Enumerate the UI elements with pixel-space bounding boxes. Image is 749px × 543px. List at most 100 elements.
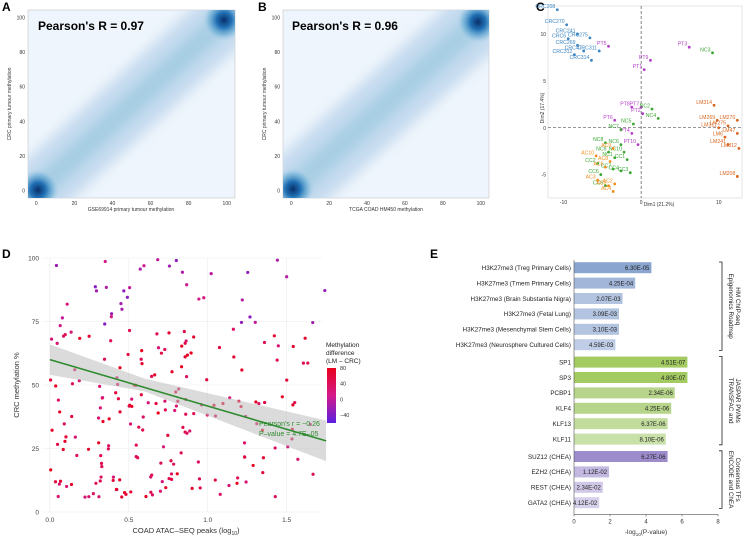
scatter-point <box>70 382 75 386</box>
scatter-point <box>139 393 143 397</box>
x-tick-label: 10 <box>716 200 722 206</box>
panel-a-ticks: 0 20 40 60 80 100 0 20 40 60 80 100 <box>17 16 231 207</box>
scatter-point <box>244 480 248 484</box>
scatter-point <box>196 460 200 464</box>
scatter-point <box>227 483 231 488</box>
bar-category-label: H3K27me3 (Brain Substantia Nigra) <box>471 296 571 303</box>
pca-point <box>555 8 559 12</box>
scatter-point <box>49 468 53 472</box>
scatter-point <box>69 482 74 487</box>
scatter-point <box>100 464 104 469</box>
scatter-point <box>163 347 167 352</box>
scatter-point <box>94 289 99 293</box>
scatter-point <box>183 341 187 345</box>
pca-point-label: NC9 <box>596 147 606 153</box>
scatter-point <box>155 332 159 336</box>
panel-b-xlabel: TCGA COAD HM450 methylation <box>349 207 423 213</box>
scatter-point <box>167 331 171 335</box>
pca-point <box>687 45 691 49</box>
y-tick-label: 50 <box>32 383 40 390</box>
scatter-point <box>173 408 177 413</box>
y-tick-label: 100 <box>28 256 39 263</box>
scatter-point <box>114 487 118 492</box>
pca-point <box>607 150 610 154</box>
y-tick-label: 10 <box>540 32 546 38</box>
group-bracket <box>719 450 723 509</box>
pca-point <box>735 131 739 135</box>
legend-title-3: (LM – CRC) <box>326 358 361 365</box>
scatter-point <box>65 484 69 489</box>
scatter-point <box>109 339 113 343</box>
panel-a-label: A <box>2 0 11 14</box>
pca-point-label: LM6 <box>713 132 723 138</box>
pca-point-label: CRC269 <box>556 40 576 46</box>
scatter-point <box>185 283 189 287</box>
scatter-point <box>174 404 179 408</box>
scatter-point <box>276 344 280 348</box>
bar <box>574 262 652 274</box>
panel-c-ylabel: Dim2 (17.4%) <box>540 92 546 123</box>
bar-category-label: EZH2 (CHEA) <box>531 469 571 476</box>
x-tick-label: 20 <box>326 201 332 207</box>
scatter-point <box>246 270 250 275</box>
pca-point <box>630 131 634 135</box>
y-tick-label: 100 <box>272 16 281 22</box>
scatter-point <box>97 441 101 445</box>
y-tick-label: 100 <box>17 16 26 22</box>
scatter-point <box>179 451 183 455</box>
panel-b-ticks: 0 20 40 60 80 100 0 20 40 60 80 100 <box>272 16 485 207</box>
scatter-point <box>242 441 247 445</box>
scatter-point <box>100 396 105 400</box>
bar <box>574 497 600 509</box>
scatter-point <box>180 344 184 348</box>
pca-point-label: PT3 <box>678 42 688 48</box>
scatter-point <box>198 486 202 490</box>
pca-point-label: PT1 <box>633 64 643 70</box>
pca-point <box>735 118 739 122</box>
pca-point <box>566 37 570 41</box>
scatter-point <box>101 419 105 424</box>
pca-point <box>625 158 629 162</box>
scatter-point <box>156 411 160 415</box>
pca-point <box>596 178 600 182</box>
pca-point <box>717 126 721 130</box>
x-tick-label: 60 <box>402 201 408 207</box>
pca-point <box>622 150 626 154</box>
pca-point-label: LM208 <box>719 171 735 177</box>
scatter-point <box>55 341 59 345</box>
scatter-point <box>62 422 66 426</box>
bar-pvalue-label: 2.34E-02 <box>576 486 601 492</box>
scatter-point <box>213 478 217 482</box>
pca-point-label: NC8 <box>593 137 603 143</box>
pca-point-label: NC10 <box>609 147 622 153</box>
pca-point-label: LM312 <box>721 143 737 149</box>
scatter-point <box>138 267 142 271</box>
x-tick-label: 2 <box>608 519 612 525</box>
scatter-point <box>116 397 120 401</box>
bar <box>574 466 610 478</box>
scatter-point <box>166 433 170 437</box>
scatter-point <box>243 455 247 459</box>
scatter-point <box>98 479 102 483</box>
bar-pvalue-label: 6.30E-05 <box>625 266 650 272</box>
scatter-point <box>275 258 280 262</box>
scatter-point <box>109 312 114 316</box>
pca-point-label: AC5 <box>596 180 606 186</box>
pca-point-label: CRC47 <box>565 45 582 51</box>
x-tick-label: 80 <box>440 201 446 207</box>
pca-point-label: PT10 <box>624 139 637 145</box>
y-tick-label: 0 <box>35 510 39 517</box>
panel-d-ylabel: CRC methylation % <box>12 352 21 418</box>
scatter-point <box>56 494 60 499</box>
bar-pvalue-label: 3.10E-03 <box>593 328 618 334</box>
scatter-point <box>261 456 266 460</box>
scatter-point <box>160 479 164 484</box>
panel-e-xlabel: -log10(P-value) <box>625 529 667 537</box>
scatter-point <box>120 495 124 499</box>
scatter-point <box>99 461 104 465</box>
scatter-point <box>158 489 163 493</box>
pca-point-label: CC5 <box>593 180 603 186</box>
scatter-point <box>253 320 257 324</box>
panel-a-annotation: Pearson's R = 0.97 <box>38 19 144 33</box>
